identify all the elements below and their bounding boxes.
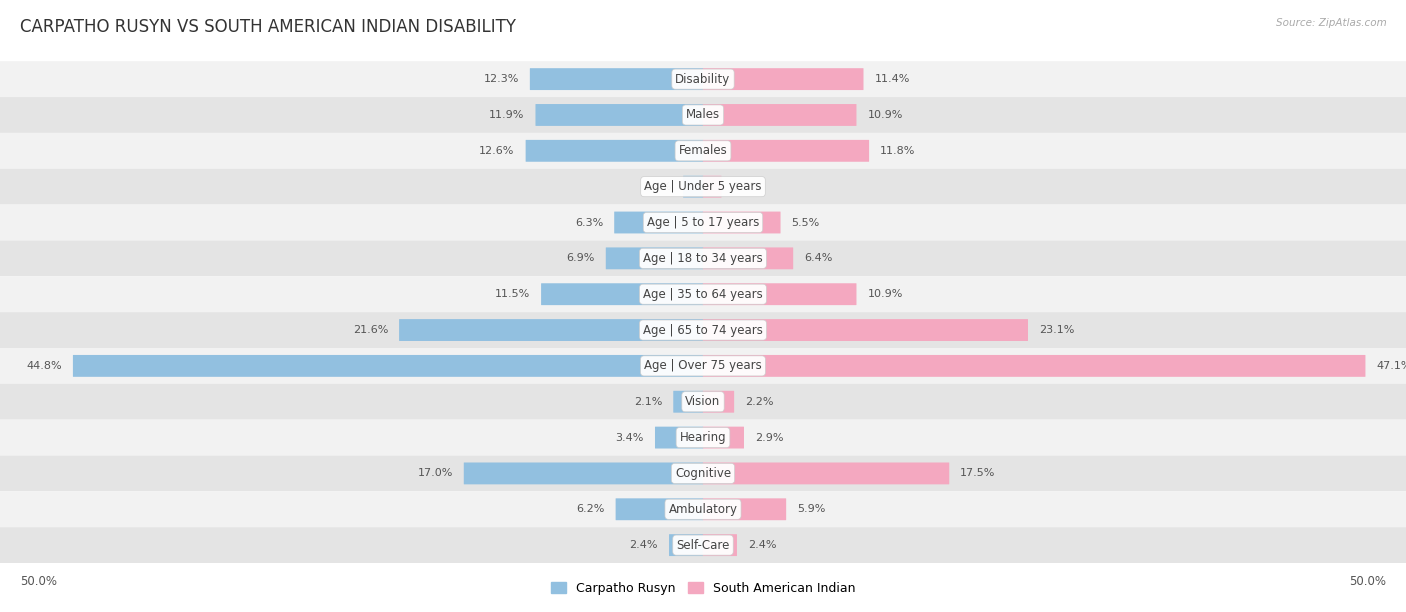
FancyBboxPatch shape [0, 204, 1406, 241]
FancyBboxPatch shape [536, 104, 703, 126]
FancyBboxPatch shape [73, 355, 703, 377]
FancyBboxPatch shape [399, 319, 703, 341]
FancyBboxPatch shape [655, 427, 703, 449]
FancyBboxPatch shape [703, 283, 856, 305]
Text: Males: Males [686, 108, 720, 121]
Text: 17.0%: 17.0% [418, 468, 453, 479]
FancyBboxPatch shape [703, 140, 869, 162]
FancyBboxPatch shape [703, 427, 744, 449]
FancyBboxPatch shape [683, 176, 703, 198]
FancyBboxPatch shape [464, 463, 703, 484]
FancyBboxPatch shape [703, 355, 1365, 377]
FancyBboxPatch shape [541, 283, 703, 305]
Text: 3.4%: 3.4% [616, 433, 644, 442]
Text: 6.2%: 6.2% [576, 504, 605, 514]
Text: CARPATHO RUSYN VS SOUTH AMERICAN INDIAN DISABILITY: CARPATHO RUSYN VS SOUTH AMERICAN INDIAN … [20, 18, 516, 36]
Text: 47.1%: 47.1% [1376, 361, 1406, 371]
FancyBboxPatch shape [669, 534, 703, 556]
FancyBboxPatch shape [616, 498, 703, 520]
Text: 5.9%: 5.9% [797, 504, 825, 514]
Text: Age | Over 75 years: Age | Over 75 years [644, 359, 762, 372]
FancyBboxPatch shape [703, 212, 780, 233]
Text: 6.4%: 6.4% [804, 253, 832, 263]
FancyBboxPatch shape [614, 212, 703, 233]
FancyBboxPatch shape [526, 140, 703, 162]
Text: Ambulatory: Ambulatory [668, 503, 738, 516]
FancyBboxPatch shape [703, 176, 721, 198]
Text: Self-Care: Self-Care [676, 539, 730, 551]
FancyBboxPatch shape [703, 534, 737, 556]
Text: Disability: Disability [675, 73, 731, 86]
FancyBboxPatch shape [703, 68, 863, 90]
Text: 11.8%: 11.8% [880, 146, 915, 156]
FancyBboxPatch shape [0, 455, 1406, 491]
Text: 2.1%: 2.1% [634, 397, 662, 407]
Text: Cognitive: Cognitive [675, 467, 731, 480]
FancyBboxPatch shape [0, 312, 1406, 348]
Text: 2.2%: 2.2% [745, 397, 773, 407]
Text: 1.3%: 1.3% [733, 182, 761, 192]
Text: 12.3%: 12.3% [484, 74, 519, 84]
Legend: Carpatho Rusyn, South American Indian: Carpatho Rusyn, South American Indian [546, 577, 860, 600]
FancyBboxPatch shape [0, 276, 1406, 312]
FancyBboxPatch shape [673, 391, 703, 412]
FancyBboxPatch shape [703, 104, 856, 126]
FancyBboxPatch shape [0, 527, 1406, 563]
Text: Vision: Vision [685, 395, 721, 408]
Text: 17.5%: 17.5% [960, 468, 995, 479]
FancyBboxPatch shape [0, 241, 1406, 276]
Text: 44.8%: 44.8% [27, 361, 62, 371]
Text: 21.6%: 21.6% [353, 325, 388, 335]
FancyBboxPatch shape [0, 491, 1406, 527]
FancyBboxPatch shape [0, 420, 1406, 455]
FancyBboxPatch shape [0, 97, 1406, 133]
Text: Age | 5 to 17 years: Age | 5 to 17 years [647, 216, 759, 229]
FancyBboxPatch shape [703, 391, 734, 412]
FancyBboxPatch shape [0, 169, 1406, 204]
Text: 6.3%: 6.3% [575, 217, 603, 228]
FancyBboxPatch shape [703, 463, 949, 484]
Text: 10.9%: 10.9% [868, 110, 903, 120]
Text: 11.5%: 11.5% [495, 289, 530, 299]
Text: 2.9%: 2.9% [755, 433, 783, 442]
Text: 23.1%: 23.1% [1039, 325, 1074, 335]
Text: Age | Under 5 years: Age | Under 5 years [644, 180, 762, 193]
FancyBboxPatch shape [0, 133, 1406, 169]
FancyBboxPatch shape [703, 319, 1028, 341]
Text: 2.4%: 2.4% [748, 540, 776, 550]
FancyBboxPatch shape [703, 247, 793, 269]
Text: Hearing: Hearing [679, 431, 727, 444]
Text: 10.9%: 10.9% [868, 289, 903, 299]
Text: 5.5%: 5.5% [792, 217, 820, 228]
FancyBboxPatch shape [606, 247, 703, 269]
FancyBboxPatch shape [530, 68, 703, 90]
Text: 2.4%: 2.4% [630, 540, 658, 550]
Text: 1.4%: 1.4% [644, 182, 672, 192]
Text: 11.9%: 11.9% [489, 110, 524, 120]
Text: Females: Females [679, 144, 727, 157]
Text: 6.9%: 6.9% [567, 253, 595, 263]
Text: Age | 65 to 74 years: Age | 65 to 74 years [643, 324, 763, 337]
Text: 50.0%: 50.0% [20, 575, 56, 588]
Text: 12.6%: 12.6% [479, 146, 515, 156]
Text: 11.4%: 11.4% [875, 74, 910, 84]
FancyBboxPatch shape [0, 348, 1406, 384]
FancyBboxPatch shape [0, 384, 1406, 420]
Text: Age | 18 to 34 years: Age | 18 to 34 years [643, 252, 763, 265]
Text: Age | 35 to 64 years: Age | 35 to 64 years [643, 288, 763, 300]
Text: 50.0%: 50.0% [1350, 575, 1386, 588]
FancyBboxPatch shape [0, 61, 1406, 97]
Text: Source: ZipAtlas.com: Source: ZipAtlas.com [1275, 18, 1386, 28]
FancyBboxPatch shape [703, 498, 786, 520]
